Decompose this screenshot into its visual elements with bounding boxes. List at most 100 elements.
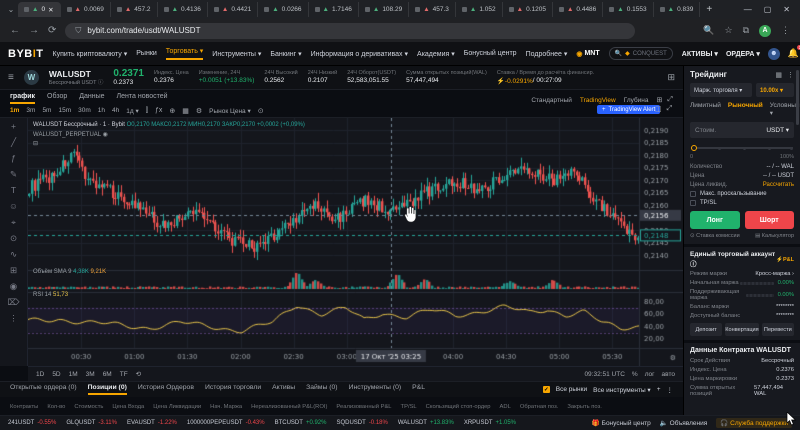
positions-tab[interactable]: Открытые ордера (0)	[10, 384, 77, 391]
browser-profile-avatar[interactable]: A	[759, 24, 771, 37]
positions-tab[interactable]: P&L	[412, 384, 425, 391]
positions-tab[interactable]: История Ордеров	[137, 384, 194, 391]
slippage-checkbox-row[interactable]: Макс. проскальзывание	[690, 191, 794, 197]
timeframe-button[interactable]: 1m	[10, 106, 20, 114]
tradingview-alert-badge[interactable]: + TradingView Alert	[597, 105, 661, 114]
market-price-dropdown[interactable]: Рынок Цена ▾	[209, 107, 251, 115]
ticker-item[interactable]: WALUSDT +13.83%	[397, 420, 454, 426]
extensions-icon[interactable]: ⧉	[742, 25, 749, 35]
bonus-center-link[interactable]: 🎁 Бонусный центр	[591, 420, 651, 427]
bybit-logo[interactable]: BYBIT	[8, 47, 44, 60]
notifications-bell-icon[interactable]: 🔔 2	[788, 45, 800, 59]
drawing-tool-icon[interactable]: ☺	[9, 201, 18, 211]
chart-aux-icon[interactable]: ⤢	[666, 105, 673, 112]
nav-item[interactable]: Подробнее ▾	[525, 50, 568, 58]
drawing-tool-icon[interactable]: ◉	[9, 281, 18, 291]
panel-header-icon[interactable]: ⋮	[787, 71, 794, 79]
browser-menu-icon[interactable]: ⋮	[781, 25, 790, 35]
browser-tab[interactable]: ▲ 0.4136	[158, 2, 208, 17]
range-button[interactable]: 3M	[85, 370, 95, 378]
positions-tab[interactable]: История торговли	[204, 384, 262, 391]
ticker-item[interactable]: 1000000PEPEUSDT -0.43%	[186, 420, 265, 426]
transfer-button[interactable]: Перевести	[761, 323, 794, 336]
deposit-button[interactable]: Депозит	[690, 323, 723, 336]
log-scale-button[interactable]: лог	[644, 370, 655, 378]
browser-tab[interactable]: ▲ 457.2	[111, 2, 158, 17]
margin-mode-value[interactable]: Кросс-маржа ›	[755, 271, 794, 277]
currency-unit-dropdown[interactable]: USDT ▾	[766, 127, 789, 134]
auto-scale-button[interactable]: авто	[661, 370, 675, 378]
range-button[interactable]: 1D	[36, 370, 45, 378]
drawing-tool-icon[interactable]: T	[10, 185, 17, 195]
positions-tab[interactable]: Займы (0)	[306, 384, 338, 391]
browser-tab[interactable]: ▲ 0.1553	[603, 2, 654, 17]
positions-tab[interactable]: Активы	[272, 384, 296, 391]
nav-item[interactable]: Торговать ▾	[165, 47, 204, 60]
drawing-tool-icon[interactable]: ⌦	[7, 297, 20, 307]
site-info-icon[interactable]: ⛉	[75, 25, 82, 35]
nav-item[interactable]: Инструменты ▾	[212, 50, 262, 58]
browser-tab[interactable]: ▲ 0.0266	[258, 2, 309, 17]
chart-view-icon[interactable]: ⊞	[656, 97, 663, 104]
window-maximize-button[interactable]: ▢	[763, 5, 772, 14]
table-column-header[interactable]: Скользящий стоп-ордер	[425, 403, 491, 410]
order-size-slider[interactable]	[691, 144, 793, 152]
tpsl-checkbox-row[interactable]: TP/SL	[690, 200, 794, 206]
chart-tool-icon[interactable]: ⊕	[169, 107, 176, 115]
slider-knob[interactable]	[691, 145, 697, 151]
checkbox[interactable]	[690, 200, 696, 206]
order-type-tab[interactable]: Рыночный	[727, 102, 763, 109]
browser-tab[interactable]: ▲ 108.29	[359, 2, 410, 17]
drawing-tool-icon[interactable]: ⌖	[11, 217, 16, 227]
table-column-header[interactable]: TP/SL	[400, 403, 417, 410]
back-button[interactable]: ←	[10, 25, 20, 36]
timeframe-button[interactable]: 4h	[112, 106, 120, 114]
chart-tool-icon[interactable]: ▦	[182, 107, 189, 115]
browser-tab[interactable]: ▲ 0.0069	[61, 2, 111, 17]
range-button[interactable]: 1M	[68, 370, 78, 378]
timeframe-button[interactable]: 15m	[58, 106, 72, 114]
chart-settings-icon[interactable]: ⊙	[257, 107, 264, 115]
percent-scale-button[interactable]: %	[631, 370, 638, 378]
browser-tab[interactable]: ▲ 0.1205	[503, 2, 553, 17]
ticker-item[interactable]: EVAUSDT -1.22%	[126, 420, 177, 426]
price-chart-canvas[interactable]	[28, 118, 683, 366]
chart-view-switch[interactable]: Глубина	[623, 96, 649, 104]
add-widget-icon[interactable]: +	[656, 386, 661, 393]
drawing-tool-icon[interactable]: ∿	[9, 249, 18, 259]
nav-item[interactable]: Банкинг ▾	[270, 50, 302, 58]
range-button[interactable]: TF	[119, 370, 128, 378]
symbol-name[interactable]: WALUSDT	[48, 68, 91, 79]
table-column-header[interactable]: Обратная поз.	[519, 403, 559, 410]
order-type-tab[interactable]: Лимитный	[690, 102, 721, 109]
table-column-header[interactable]: Контракты	[10, 403, 39, 410]
browser-tab[interactable]: ▲ 0.4421	[208, 2, 259, 17]
reload-button[interactable]: ⟳	[48, 25, 57, 36]
tab-search-chevron-icon[interactable]: ⌄	[7, 5, 15, 14]
drawing-tool-icon[interactable]: ⋮	[9, 313, 18, 323]
positions-tab[interactable]: Инструменты (0)	[348, 384, 402, 391]
browser-tab[interactable]: ▲ 0.839	[654, 2, 701, 17]
range-button[interactable]: 6M	[102, 370, 112, 378]
panel-header-icon[interactable]: ▦	[775, 71, 782, 79]
browser-tab-active[interactable]: ▲ 0 ✕	[18, 2, 61, 17]
positions-tab[interactable]: Позиции (0)	[87, 384, 127, 395]
user-avatar[interactable]: ☻	[767, 47, 780, 60]
table-column-header[interactable]: ADL	[499, 403, 511, 410]
table-column-header[interactable]: Стоимость	[74, 403, 104, 410]
timeframe-button[interactable]: 1д ▾	[126, 107, 139, 115]
refresh-icon[interactable]: ⟲	[135, 371, 142, 378]
table-column-header[interactable]: Нач. Маржа	[210, 403, 243, 410]
announcements-link[interactable]: 🔈 Объявления	[659, 420, 708, 427]
short-button[interactable]: Шорт	[744, 211, 794, 229]
chart-tab[interactable]: график	[10, 93, 36, 104]
ticker-item[interactable]: SQDUSDT -0.18%	[336, 420, 388, 426]
chart-legend-collapse-icon[interactable]: ⊟	[33, 141, 39, 147]
browser-tab[interactable]: ▲ 1.7146	[309, 2, 359, 17]
chart-view-icon[interactable]: ⤢	[667, 96, 673, 103]
nav-item[interactable]: Рынки	[136, 50, 157, 57]
window-minimize-button[interactable]: —	[743, 5, 752, 14]
range-button[interactable]: 5D	[52, 370, 61, 378]
nav-item[interactable]: Информация о деривативах ▾	[310, 50, 409, 58]
ticker-item[interactable]: XRPUSDT +1.05%	[463, 420, 517, 426]
